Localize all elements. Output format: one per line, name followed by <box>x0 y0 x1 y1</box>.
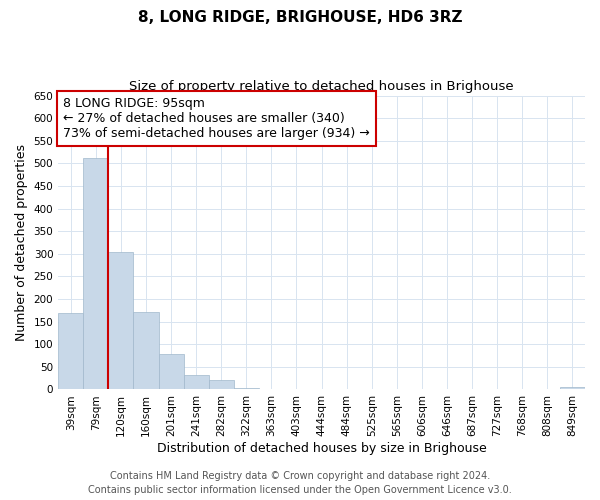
Text: Contains HM Land Registry data © Crown copyright and database right 2024.
Contai: Contains HM Land Registry data © Crown c… <box>88 471 512 495</box>
Bar <box>109 252 133 390</box>
Bar <box>58 314 83 390</box>
Bar <box>133 312 158 390</box>
Bar <box>184 374 209 390</box>
X-axis label: Distribution of detached houses by size in Brighouse: Distribution of detached houses by size … <box>157 442 487 455</box>
Y-axis label: Number of detached properties: Number of detached properties <box>15 144 28 341</box>
Title: Size of property relative to detached houses in Brighouse: Size of property relative to detached ho… <box>129 80 514 93</box>
Bar <box>560 387 585 390</box>
Text: 8 LONG RIDGE: 95sqm
← 27% of detached houses are smaller (340)
73% of semi-detac: 8 LONG RIDGE: 95sqm ← 27% of detached ho… <box>64 97 370 140</box>
Bar <box>234 388 259 390</box>
Bar <box>83 158 109 390</box>
Bar <box>158 354 184 390</box>
Bar <box>209 380 234 390</box>
Text: 8, LONG RIDGE, BRIGHOUSE, HD6 3RZ: 8, LONG RIDGE, BRIGHOUSE, HD6 3RZ <box>138 10 462 25</box>
